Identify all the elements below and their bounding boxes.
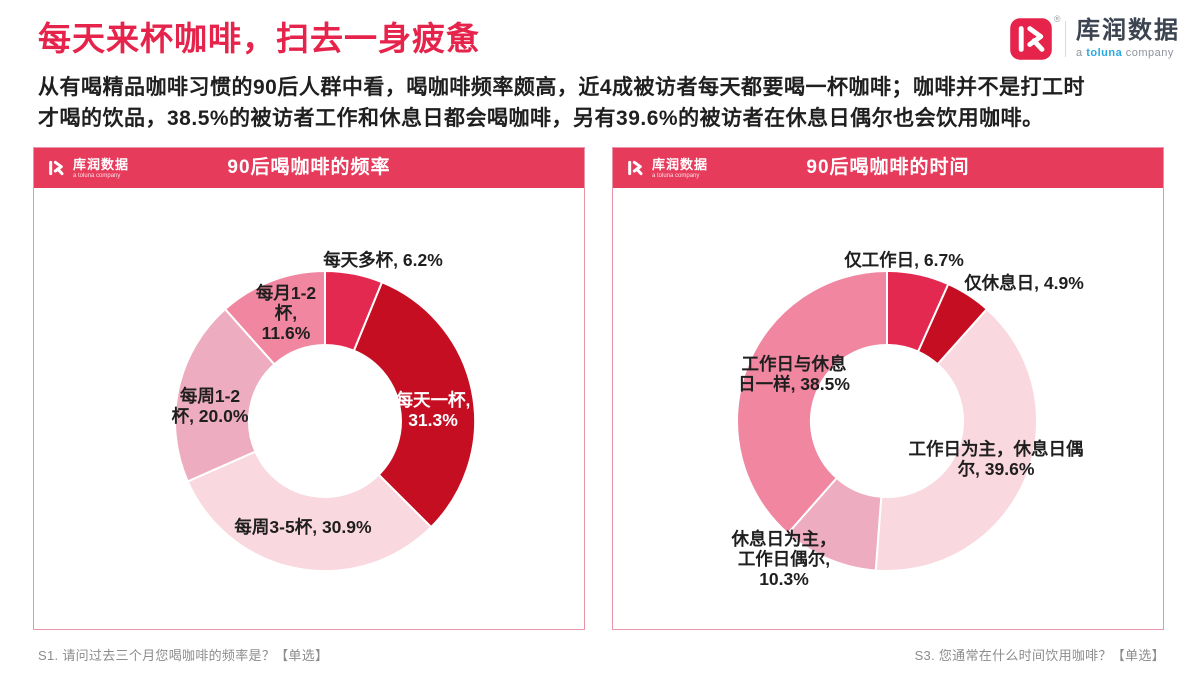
donut-label-3: 每周3-5杯, 30.9% [234,517,372,537]
card-header-frequency: 库润数据 a toluna company 90后喝咖啡的频率 [34,148,584,188]
kurun-logo-icon: ® [1009,14,1061,61]
intro-text: 从有喝精品咖啡习惯的90后人群中看，喝咖啡频率颇高，近4成被访者每天都要喝一杯咖… [38,72,1168,134]
brand-name: 库润数据 [1076,17,1180,44]
card-header-time: 库润数据 a toluna company 90后喝咖啡的时间 [613,148,1163,188]
donut-segment-1 [352,281,477,529]
chart-title-frequency: 90后喝咖啡的频率 [227,157,391,178]
donut-segment-3 [174,308,276,483]
toluna-word: toluna [1086,47,1123,59]
donut-label-3: 工作日为主，休息日偶 尔, 39.6% [908,439,1084,479]
source-note-right: S3. 您通常在什么时间饮用咖啡？【单选】 [914,648,1165,663]
donut-segment-4 [736,270,888,535]
chart-card-time: 库润数据 a toluna company 90后喝咖啡的时间 仅工作日, 6.… [612,147,1164,630]
donut-svg [736,270,1038,573]
donut-segment-2 [186,450,433,573]
registered-mark: ® [1053,14,1061,24]
donut-label-0: 每天多杯, 6.2% [323,250,443,270]
donut-label-4: 每天一杯, 31.3% [395,390,471,430]
intro-line-1: 从有喝精品咖啡习惯的90后人群中看，喝咖啡频率颇高，近4成被访者每天都要喝一杯咖… [38,76,1086,99]
brand-text: 库润数据 a toluna company [1076,19,1180,59]
source-note-left: S1. 请问过去三个月您喝咖啡的频率是？【单选】 [38,648,329,663]
donut-chart-time: 仅工作日, 6.7% 仅休息日, 4.9% 工作日与休息 日一样, 38.5% 工作日为… [613,188,1162,628]
card-logo-text: 库润数据 a toluna company [652,156,709,179]
page-title: 每天来杯咖啡，扫去一身疲惫 [38,20,480,57]
donut-label-4: 休息日为主， 工作日偶尔, 10.3% [731,529,837,589]
brand-logo: ® 库润数据 a toluna company [1009,14,1181,63]
kurun-logo-small-icon: 库润数据 a toluna company [44,148,129,188]
donut-segment-2 [874,308,1038,573]
donut-svg [174,269,477,573]
donut-label-2: 工作日与休息 日一样, 38.5% [738,354,850,394]
brand-tagline: a toluna company [1076,47,1174,59]
chart-title-time: 90后喝咖啡的时间 [806,157,970,178]
donut-chart-frequency: 每天多杯, 6.2% 每月1-2 杯, 11.6% 每周1-2 杯, 20.0% 每周3-5… [34,188,583,628]
intro-line-2: 才喝的饮品，38.5%的被访者工作和休息日都会喝咖啡，另有39.6%的被访者在休… [38,107,1044,130]
kurun-logo-small-icon: 库润数据 a toluna company [623,148,708,188]
donut-label-1: 每月1-2 杯, 11.6% [255,283,317,343]
card-logo-text: 库润数据 a toluna company [73,156,130,179]
donut-label-0: 仅工作日, 6.7% [844,250,964,270]
donut-label-1: 仅休息日, 4.9% [964,273,1084,293]
donut-segment-4 [224,270,326,366]
chart-card-frequency: 库润数据 a toluna company 90后喝咖啡的频率 每天多杯, 6.… [33,147,585,630]
donut-label-2: 每周1-2 杯, 20.0% [171,386,249,426]
logo-divider [1064,21,1066,57]
